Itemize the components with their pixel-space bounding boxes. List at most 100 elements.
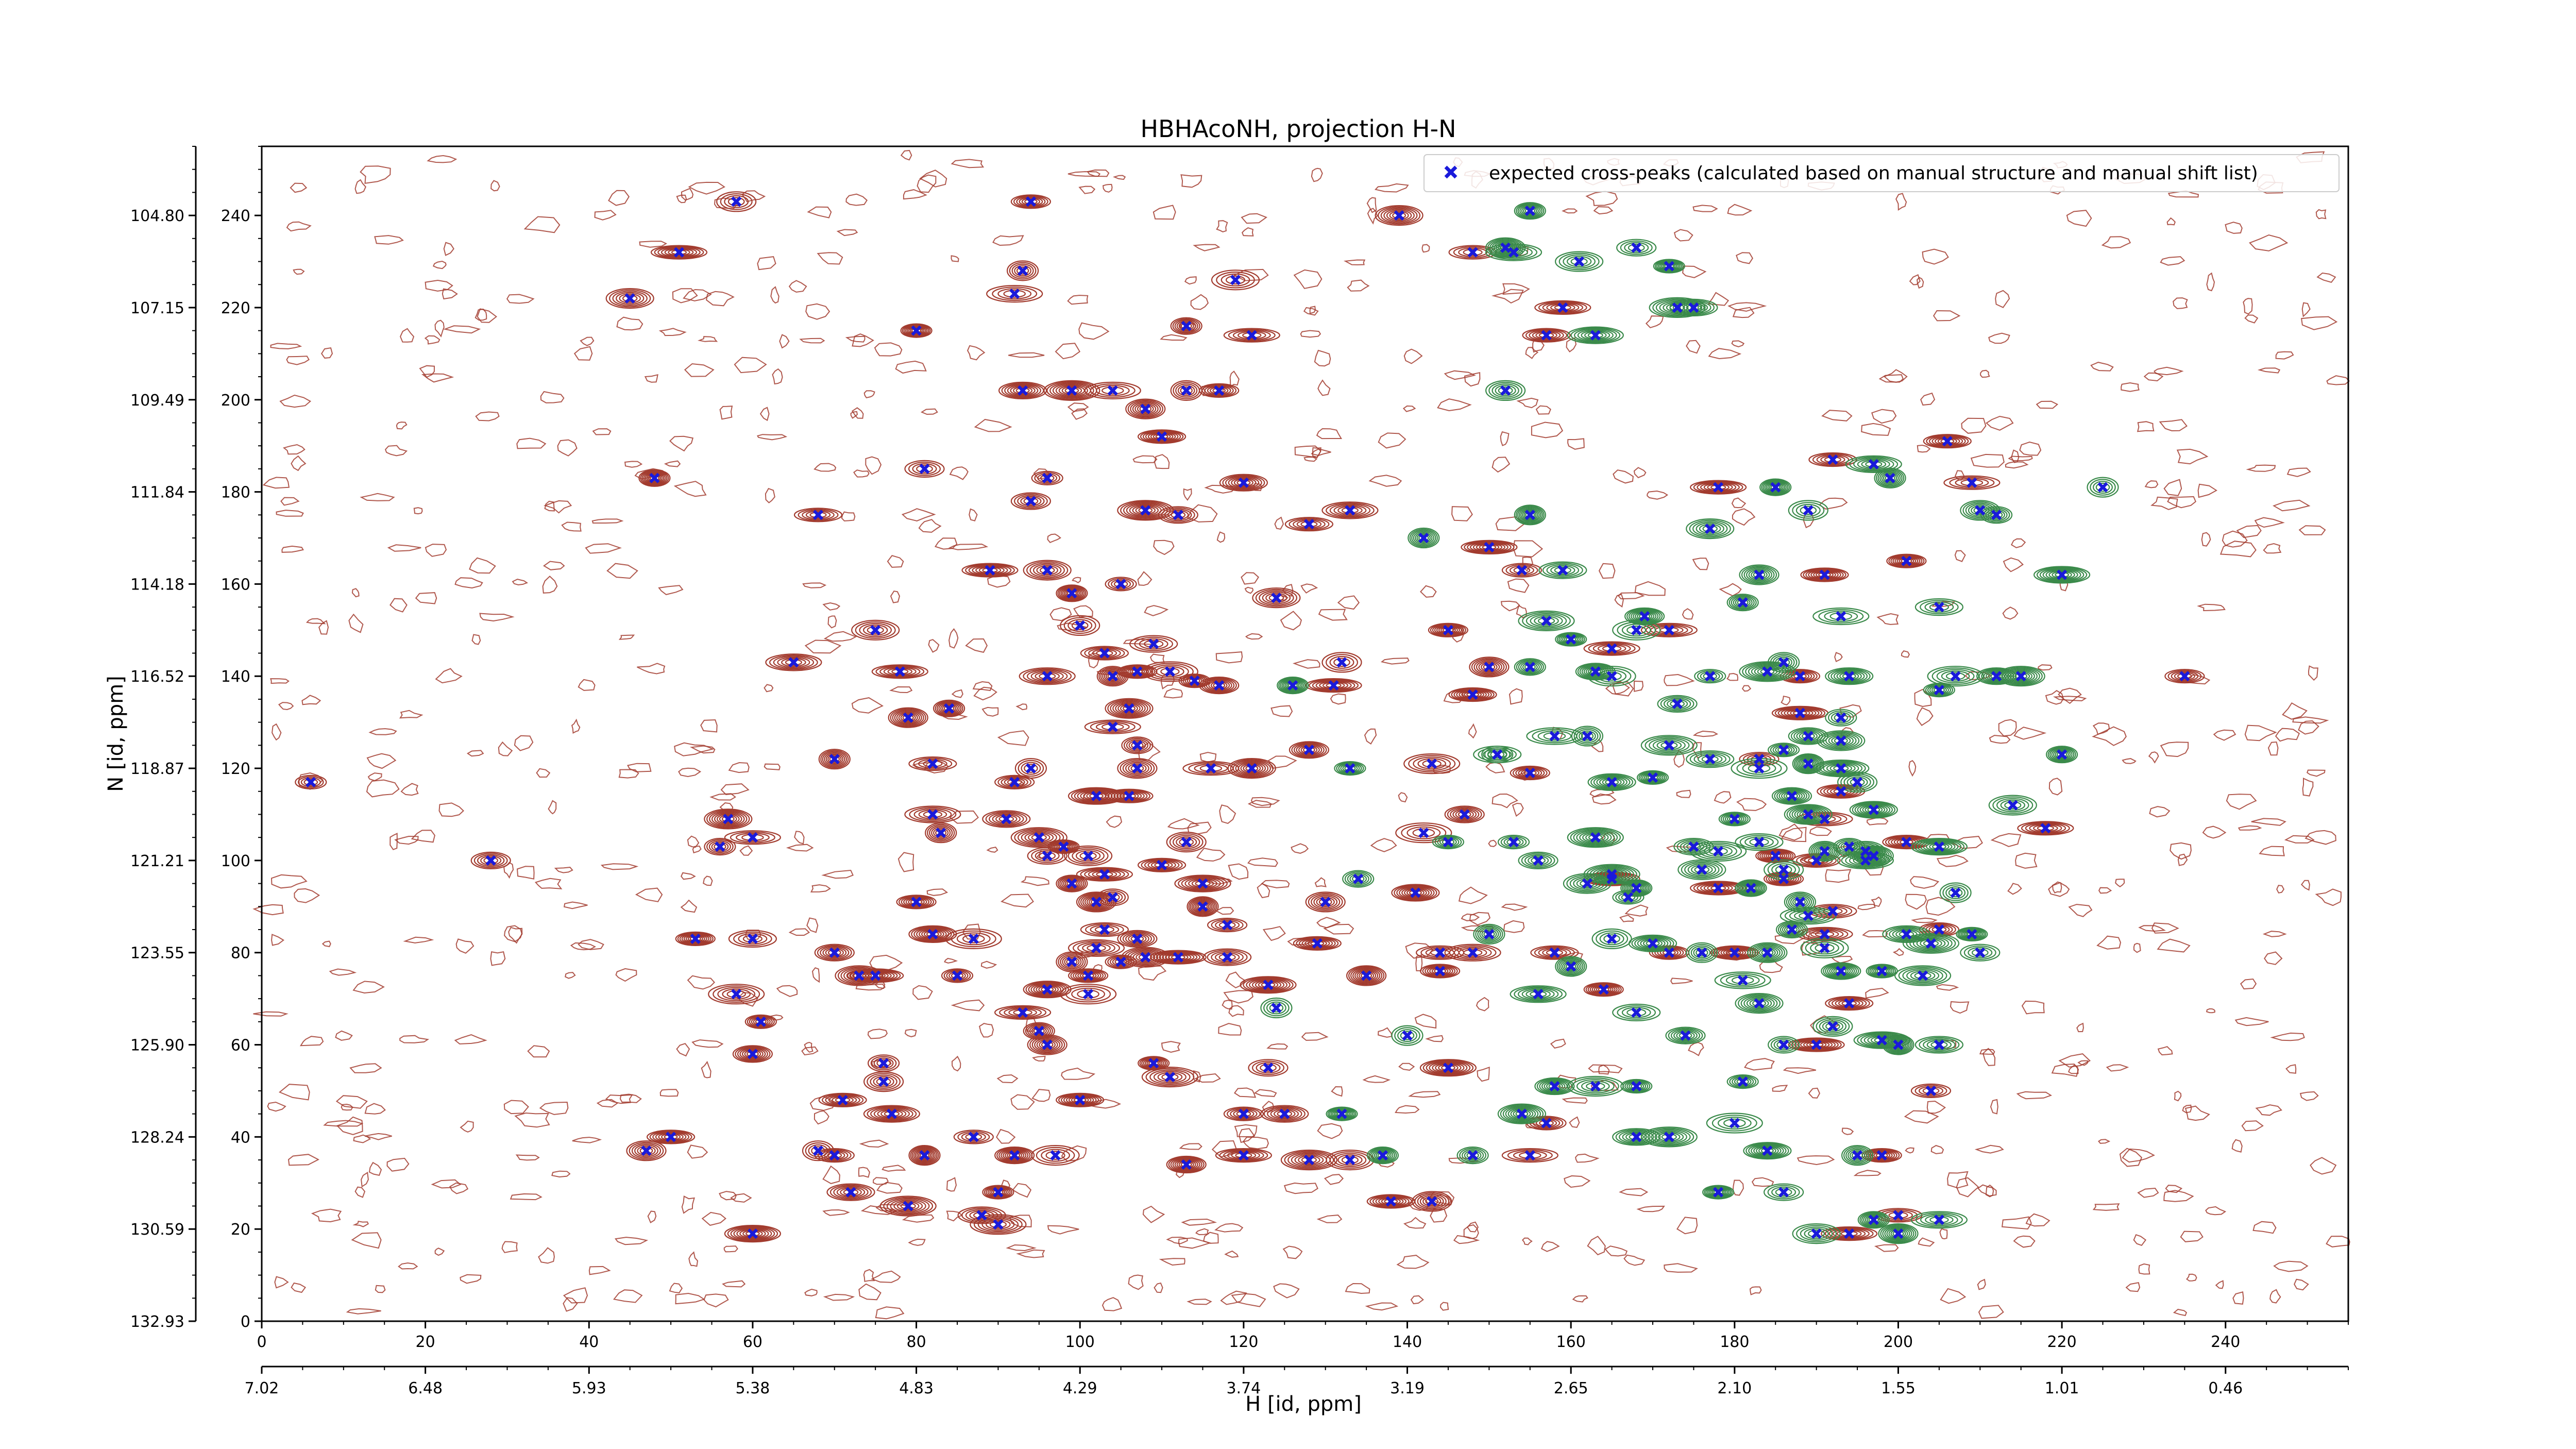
expected-cross-peak [878, 1058, 889, 1069]
noise-contour [2119, 1148, 2143, 1167]
noise-contour [594, 210, 617, 221]
peak-contour [1349, 874, 1367, 884]
peak-contour [1894, 556, 1919, 566]
peak-contour [1121, 736, 1154, 754]
peak-contour [1746, 998, 1772, 1009]
peak-contour [1976, 667, 2017, 685]
expected-cross-peak [1778, 1039, 1789, 1050]
peak-contour [1199, 383, 1240, 398]
peak-contour [1335, 1110, 1349, 1117]
noise-contour [516, 866, 535, 880]
peak-contour [1781, 791, 1803, 801]
peak-contour [1416, 533, 1431, 543]
peak-contour [741, 834, 764, 841]
peak-contour [1517, 987, 1559, 1001]
noise-contour [1673, 229, 1693, 242]
peak-contour [865, 972, 886, 979]
peak-contour [1246, 978, 1291, 992]
peak-contour [1743, 1142, 1792, 1160]
expected-cross-peak [1173, 510, 1183, 520]
noise-contour [2206, 272, 2215, 292]
peak-contour [948, 971, 966, 980]
peak-contour [1599, 777, 1625, 787]
noise-contour [2243, 298, 2253, 315]
peak-contour [1514, 202, 1546, 220]
peak-contour [1214, 952, 1240, 963]
peak-contour [1909, 935, 1953, 952]
peak-contour [1484, 747, 1511, 762]
peak-contour [1095, 385, 1130, 396]
noise-contour [1224, 1250, 1239, 1258]
peak-contour [1554, 566, 1571, 574]
peak-contour [1782, 669, 1818, 683]
peak-contour [1535, 331, 1557, 339]
peak-contour [836, 1187, 866, 1198]
peak-contour [1258, 981, 1279, 989]
peak-contour [1624, 1081, 1649, 1092]
peak-contour [1204, 678, 1235, 693]
noise-contour [1892, 948, 1904, 956]
noise-contour [2177, 853, 2188, 866]
noise-contour [741, 190, 766, 203]
peak-contour [1425, 965, 1456, 977]
peak-contour [470, 851, 511, 870]
noise-contour [1947, 1171, 1969, 1189]
y-ppm-tick-label: 104.80 [130, 207, 184, 225]
expected-cross-peak [1148, 638, 1159, 649]
noise-contour [2106, 1064, 2129, 1072]
peak-contour [1887, 1037, 1910, 1052]
noise-contour [1283, 1182, 1318, 1194]
peak-contour [1931, 686, 1947, 694]
noise-contour [1540, 1241, 1560, 1252]
expected-cross-peak [927, 809, 938, 820]
noise-contour [1178, 1237, 1212, 1249]
peak-contour [1227, 757, 1276, 779]
noise-contour [1857, 904, 1876, 911]
noise-contour [1550, 1038, 1566, 1049]
peak-contour [1971, 505, 1990, 516]
legend-box [1423, 154, 2340, 192]
peak-contour [873, 1057, 894, 1069]
peak-contour [1696, 948, 1708, 957]
peak-contour [1110, 790, 1148, 802]
peak-contour [1537, 617, 1555, 625]
peak-contour [1369, 1194, 1413, 1208]
peak-contour [1107, 672, 1118, 680]
expected-cross-peak [1950, 671, 1961, 682]
noise-contour [2173, 297, 2188, 309]
noise-contour [2165, 1185, 2183, 1193]
peak-contour [1104, 670, 1122, 682]
noise-contour [948, 543, 989, 550]
expected-cross-peak [1361, 970, 1372, 981]
peak-contour [1455, 810, 1474, 819]
peak-contour [1615, 891, 1641, 904]
expected-cross-peak [1500, 242, 1511, 253]
peak-contour [1605, 779, 1619, 785]
expected-cross-peak [1647, 938, 1658, 949]
peak-contour [1562, 635, 1580, 644]
peak-contour [1166, 831, 1207, 853]
peak-contour [1550, 304, 1575, 312]
peak-contour [742, 935, 763, 943]
noise-contour [951, 1055, 961, 1072]
noise-contour [460, 1120, 474, 1133]
peak-contour [908, 326, 925, 335]
peak-contour [1344, 871, 1372, 887]
expected-cross-peak [1075, 1094, 1086, 1105]
peak-contour [1132, 505, 1159, 516]
noise-contour [538, 1247, 555, 1264]
peak-contour [793, 508, 843, 523]
noise-contour [1910, 876, 1940, 889]
noise-contour [806, 917, 819, 933]
noise-contour [2240, 978, 2257, 990]
expected-cross-peak [755, 1016, 766, 1027]
peak-contour [1013, 493, 1048, 509]
peak-contour [1108, 578, 1134, 591]
peak-contour [1711, 1115, 1757, 1132]
noise-contour [683, 289, 712, 301]
noise-contour [1204, 484, 1235, 494]
peak-contour [1578, 730, 1596, 742]
peak-contour [1475, 925, 1503, 943]
expected-cross-peak [1434, 966, 1446, 976]
noise-contour [1301, 1032, 1329, 1041]
